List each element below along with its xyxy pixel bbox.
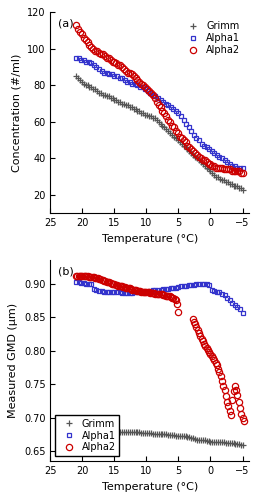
Grimm xyxy=(241,442,245,448)
Alpha2 xyxy=(150,290,153,296)
Alpha2 xyxy=(241,170,245,176)
Line: Alpha2: Alpha2 xyxy=(73,22,246,176)
Alpha2 xyxy=(172,124,175,130)
Alpha1 xyxy=(126,290,129,296)
Legend: Grimm, Alpha1, Alpha2: Grimm, Alpha1, Alpha2 xyxy=(55,414,119,457)
Alpha1 xyxy=(75,279,78,285)
Alpha2 xyxy=(75,272,78,278)
Alpha2 xyxy=(163,292,166,298)
Alpha2 xyxy=(158,291,161,297)
Text: (b): (b) xyxy=(58,266,74,276)
Alpha2 xyxy=(157,102,160,108)
Alpha2 xyxy=(167,294,170,300)
Alpha1 xyxy=(205,282,208,288)
Alpha2 xyxy=(120,64,124,70)
Alpha2 xyxy=(240,170,243,176)
Grimm xyxy=(240,442,243,448)
Alpha1 xyxy=(146,289,149,295)
Grimm xyxy=(123,429,126,435)
Alpha2 xyxy=(75,22,78,28)
Grimm xyxy=(241,186,245,192)
X-axis label: Temperature (°C): Temperature (°C) xyxy=(102,234,198,243)
Grimm xyxy=(78,427,81,433)
X-axis label: Temperature (°C): Temperature (°C) xyxy=(102,482,198,492)
Line: Alpha1: Alpha1 xyxy=(74,56,245,170)
Alpha1 xyxy=(115,74,118,80)
Alpha1 xyxy=(75,55,78,61)
Grimm xyxy=(230,440,233,446)
Alpha1 xyxy=(146,88,149,94)
Alpha2 xyxy=(139,288,142,294)
Alpha2 xyxy=(131,287,134,293)
Grimm xyxy=(78,77,81,83)
Alpha2 xyxy=(123,66,126,72)
Grimm xyxy=(230,181,233,187)
Alpha1 xyxy=(228,297,231,303)
Alpha1 xyxy=(228,161,231,167)
Alpha1 xyxy=(126,78,129,84)
Line: Grimm: Grimm xyxy=(73,74,246,192)
Line: Alpha2: Alpha2 xyxy=(73,272,182,315)
Alpha1 xyxy=(241,164,244,170)
Y-axis label: Measured GMD (μm): Measured GMD (μm) xyxy=(8,303,18,418)
Alpha2 xyxy=(177,309,180,315)
Y-axis label: Concentration (#/ml): Concentration (#/ml) xyxy=(11,54,21,172)
Alpha1 xyxy=(100,288,103,294)
Grimm xyxy=(157,119,160,125)
Legend: Grimm, Alpha1, Alpha2: Grimm, Alpha1, Alpha2 xyxy=(180,17,244,59)
Alpha1 xyxy=(241,310,244,316)
Grimm xyxy=(172,432,175,438)
Grimm xyxy=(75,427,78,433)
Text: (a): (a) xyxy=(58,18,74,28)
Line: Alpha1: Alpha1 xyxy=(74,280,245,315)
Grimm xyxy=(75,74,78,80)
Alpha1 xyxy=(115,290,118,296)
Alpha1 xyxy=(205,144,208,150)
Grimm xyxy=(120,100,124,106)
Alpha2 xyxy=(230,168,233,174)
Grimm xyxy=(172,134,175,140)
Grimm xyxy=(120,429,124,435)
Alpha1 xyxy=(236,164,239,170)
Grimm xyxy=(123,100,126,106)
Alpha1 xyxy=(87,58,90,64)
Alpha2 xyxy=(78,30,81,36)
Line: Grimm: Grimm xyxy=(73,427,246,448)
Grimm xyxy=(157,431,160,437)
